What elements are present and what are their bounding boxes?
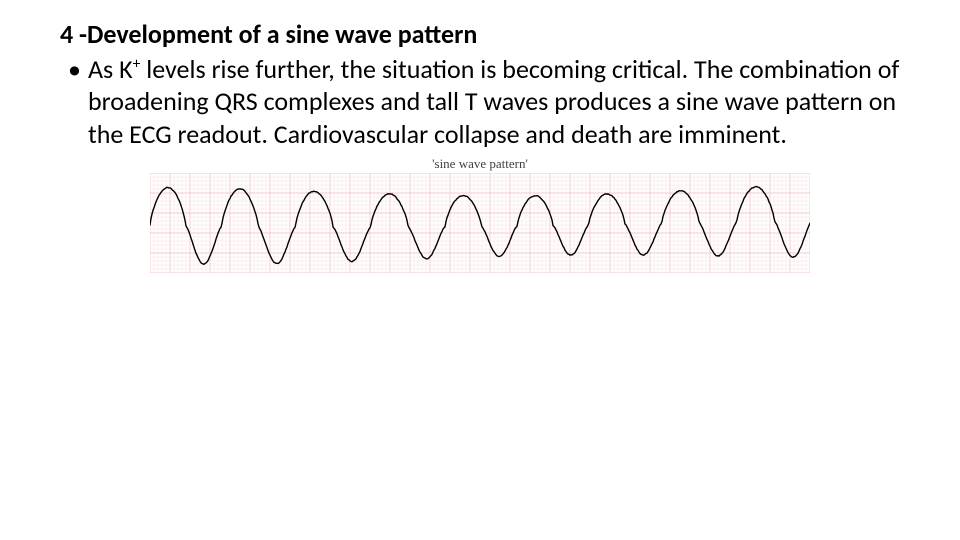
- bullet-text-pre: As K: [88, 53, 133, 85]
- ecg-figure: 'sine wave pattern': [60, 156, 900, 278]
- slide-heading: 4 -Development of a sine wave pattern: [60, 18, 900, 51]
- bullet-list: As K+ levels rise further, the situation…: [60, 53, 900, 151]
- bullet-text-post: levels rise further, the situation is be…: [88, 53, 899, 150]
- ecg-sine-wave-chart: [150, 173, 810, 273]
- bullet-item: As K+ levels rise further, the situation…: [74, 53, 900, 151]
- ecg-figure-label: 'sine wave pattern': [150, 156, 810, 172]
